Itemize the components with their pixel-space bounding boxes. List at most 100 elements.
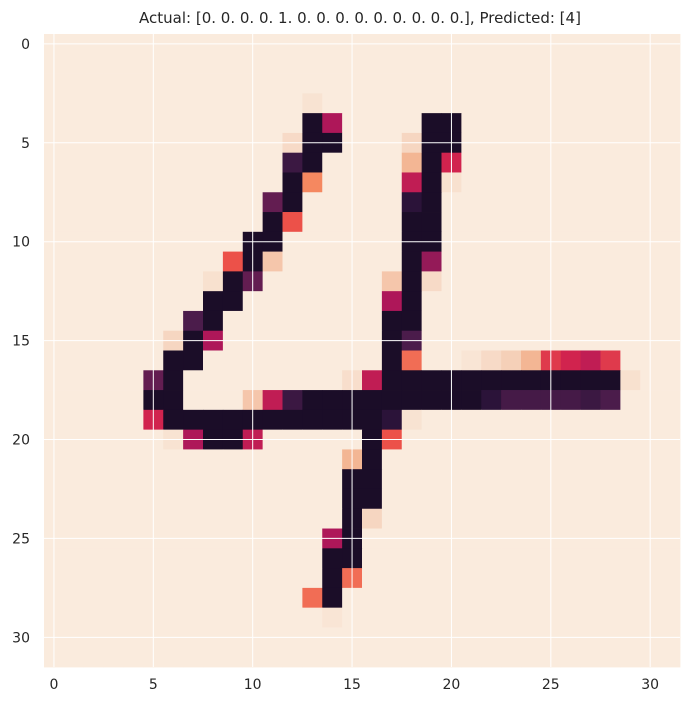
heatmap-cell <box>222 469 244 490</box>
heatmap-cell <box>521 370 542 391</box>
heatmap-cell <box>362 350 383 371</box>
heatmap-cell <box>461 291 482 312</box>
heatmap-cell <box>362 271 383 292</box>
heatmap-cell <box>660 310 681 332</box>
heatmap-cell <box>262 508 283 529</box>
heatmap-cell <box>501 93 522 114</box>
heatmap-cell <box>222 488 244 510</box>
heatmap-cell <box>362 548 383 569</box>
heatmap-cell <box>63 113 85 134</box>
heatmap-cell <box>481 192 502 213</box>
heatmap-cell <box>123 251 144 272</box>
heatmap-cell <box>302 73 323 94</box>
heatmap-cell <box>401 251 423 272</box>
heatmap-cell <box>222 508 244 529</box>
heatmap-cell <box>660 390 681 411</box>
heatmap-cell <box>381 172 403 193</box>
gridlines <box>44 34 680 667</box>
heatmap-cell <box>302 409 323 431</box>
x-tick-label: 30 <box>641 677 659 693</box>
heatmap-cell <box>580 212 601 233</box>
heatmap-cell <box>262 647 283 668</box>
heatmap-cell <box>222 647 244 668</box>
heatmap-cell <box>302 172 323 193</box>
heatmap-cell <box>560 647 582 668</box>
heatmap-cell <box>183 152 204 173</box>
heatmap-cell <box>322 73 343 94</box>
heatmap-cell <box>302 310 323 332</box>
heatmap-cell <box>322 212 343 233</box>
heatmap-cell <box>302 488 323 510</box>
heatmap-cell <box>600 449 621 470</box>
heatmap-cell <box>521 548 542 569</box>
heatmap-cell <box>481 587 502 609</box>
heatmap-cell <box>63 607 85 628</box>
heatmap-cell <box>123 568 144 589</box>
heatmap-cell <box>580 310 601 332</box>
heatmap-cell <box>521 251 542 272</box>
heatmap-cell <box>103 449 124 470</box>
heatmap-cell <box>83 251 105 272</box>
heatmap-cell <box>620 409 641 431</box>
heatmap-cell <box>461 350 482 371</box>
heatmap-cell <box>302 192 323 213</box>
heatmap-cell <box>222 53 244 74</box>
heatmap-cell <box>83 271 105 292</box>
heatmap-cell <box>481 469 502 490</box>
heatmap-cell <box>83 390 105 411</box>
heatmap-cell <box>322 192 343 213</box>
heatmap-cell <box>660 350 681 371</box>
heatmap-cell <box>481 93 502 114</box>
heatmap-cell <box>123 607 144 628</box>
heatmap-cell <box>203 152 224 173</box>
heatmap-cell <box>302 271 323 292</box>
heatmap-cell <box>401 93 423 114</box>
heatmap-cell <box>362 212 383 233</box>
heatmap-cell <box>362 172 383 193</box>
heatmap-cell <box>600 587 621 609</box>
heatmap-cell <box>282 449 303 470</box>
heatmap-cell <box>103 508 124 529</box>
heatmap-cell <box>660 113 681 134</box>
heatmap-cell <box>461 113 482 134</box>
heatmap-cell <box>203 350 224 371</box>
heatmap-cell <box>521 212 542 233</box>
heatmap-cell <box>560 291 582 312</box>
heatmap-cell <box>501 409 522 431</box>
heatmap-cell <box>103 370 124 391</box>
heatmap-cell <box>203 172 224 193</box>
heatmap-cell <box>381 93 403 114</box>
heatmap-cell <box>362 73 383 94</box>
heatmap-cell <box>521 449 542 470</box>
heatmap-cell <box>322 152 343 173</box>
heatmap-cell <box>262 310 283 332</box>
heatmap-cell <box>481 370 502 391</box>
heatmap-cell <box>521 53 542 74</box>
heatmap-cell <box>63 93 85 114</box>
heatmap-cell <box>103 113 124 134</box>
heatmap-cell <box>600 113 621 134</box>
heatmap-cell <box>163 113 184 134</box>
heatmap-cell <box>401 390 423 411</box>
heatmap-cell <box>580 113 601 134</box>
heatmap-cell <box>580 350 601 371</box>
heatmap-cell <box>222 291 244 312</box>
heatmap-cell <box>381 53 403 74</box>
heatmap-cell <box>262 93 283 114</box>
heatmap-cell <box>461 449 482 470</box>
heatmap-cell <box>123 587 144 609</box>
heatmap-cell <box>302 587 323 609</box>
heatmap-cell <box>103 93 124 114</box>
heatmap-cell <box>63 310 85 332</box>
heatmap-cell <box>222 409 244 431</box>
heatmap-cell <box>103 587 124 609</box>
heatmap-cell <box>381 271 403 292</box>
heatmap-cell <box>381 568 403 589</box>
heatmap-cell <box>203 113 224 134</box>
heatmap-cell <box>362 607 383 628</box>
heatmap-cell <box>83 568 105 589</box>
heatmap-cell <box>262 212 283 233</box>
heatmap-cell <box>362 390 383 411</box>
heatmap-cell <box>203 390 224 411</box>
heatmap-cell <box>103 568 124 589</box>
